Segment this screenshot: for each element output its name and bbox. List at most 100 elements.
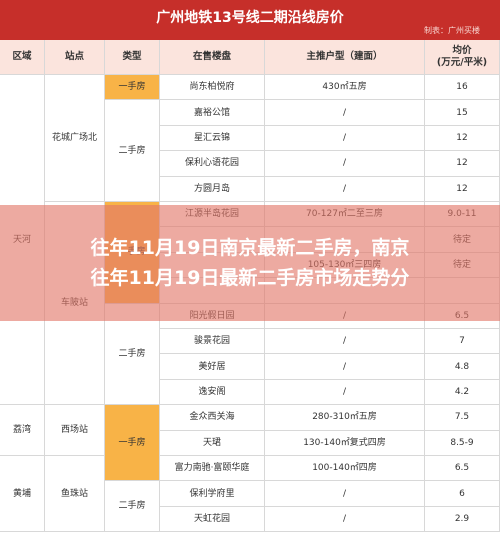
estate: 保利心语花园 (160, 151, 265, 177)
station-text: 鱼珠站 (60, 488, 88, 499)
estate: 天珺 (160, 430, 265, 456)
column-header-text: 类型 (122, 51, 142, 62)
price-text: 4.8 (454, 361, 470, 372)
estate-text: 富力南驰·富颐华庭 (174, 463, 250, 474)
station: 西场站 (45, 405, 105, 456)
type-text: 二手房 (118, 501, 146, 512)
plan: / (265, 151, 425, 177)
column-header: 主推户型（建面） (265, 40, 425, 75)
price-text: 6 (459, 488, 465, 499)
estate-text: 美好居 (198, 361, 226, 372)
column-header: 区域 (0, 40, 45, 75)
estate-text: 尚东柏悦府 (189, 82, 235, 93)
estate-text: 金众西关海 (189, 412, 235, 423)
price: 4.2 (425, 379, 500, 406)
district: 荔湾 (0, 405, 45, 456)
type: 一手房 (105, 75, 160, 101)
estate: 骏景花园 (160, 329, 265, 355)
type: 一手房 (105, 405, 160, 482)
price-text: 7.5 (454, 412, 470, 423)
type: 二手房 (105, 481, 160, 533)
estate-text: 星汇云锦 (193, 132, 230, 143)
overlay-line: 往年11月19日南京最新二手房，南京 (90, 237, 410, 259)
estate-text: 天珺 (202, 437, 221, 448)
title: 广州地铁13号线二期沿线房价 (156, 10, 344, 26)
estate: 富力南驰·富颐华庭 (160, 456, 265, 482)
price: 7 (425, 329, 500, 355)
station-text: 花城广场北 (51, 133, 97, 143)
type-text: 一手房 (118, 82, 146, 93)
estate: 嘉裕公馆 (160, 100, 265, 126)
plan: / (265, 100, 425, 126)
type-text: 一手房 (118, 437, 146, 448)
plan-text: / (342, 158, 347, 169)
price: 12 (425, 125, 500, 152)
district-text: 荔湾 (12, 425, 31, 436)
price-text: 12 (456, 132, 468, 143)
column-header: 类型 (105, 40, 160, 75)
price: 6.5 (425, 456, 500, 482)
overlay: 往年11月19日南京最新二手房，南京 往年11月19日最新二手房市场走势分 (0, 205, 500, 321)
column-header-text: 站点 (64, 51, 84, 62)
price: 4.8 (425, 354, 500, 380)
plan: 280-310㎡五房 (265, 405, 425, 431)
price-unit: (万元/平米) (436, 57, 488, 68)
price-text: 6.5 (454, 463, 470, 474)
plan-text: 100-140㎡四房 (312, 463, 377, 474)
district-text: 黄埔 (12, 488, 31, 499)
plan-text: 430㎡五房 (322, 82, 367, 93)
estate-text: 骏景花园 (193, 336, 230, 347)
plan-text: / (342, 386, 347, 397)
estate: 方圆月岛 (160, 176, 265, 202)
price: 8.5-9 (425, 430, 500, 456)
plan-text: / (342, 132, 347, 143)
plan: / (265, 354, 425, 380)
type-text: 二手房 (118, 348, 146, 359)
plan-text: / (342, 107, 347, 118)
column-header-text: 均价 (452, 45, 472, 56)
type: 二手房 (105, 100, 160, 202)
price: 12 (425, 151, 500, 177)
plan: / (265, 176, 425, 202)
estate: 美好居 (160, 354, 265, 380)
plan-text: 280-310㎡五房 (312, 412, 377, 423)
estate: 金众西关海 (160, 405, 265, 431)
price: 16 (425, 75, 500, 101)
column-header-text: 在售楼盘 (192, 51, 231, 62)
estate-text: 保利心语花园 (184, 158, 239, 169)
plan: / (265, 506, 425, 533)
price-text: 2.9 (454, 513, 470, 524)
plan-text: / (342, 183, 347, 194)
price: 15 (425, 100, 500, 126)
estate: 天虹花园 (160, 506, 265, 533)
plan: / (265, 481, 425, 507)
price: 6 (425, 481, 500, 507)
type-text: 二手房 (118, 145, 146, 156)
price-text: 4.2 (454, 386, 470, 397)
estate-text: 逸安阁 (198, 386, 226, 397)
price-text: 12 (456, 158, 468, 169)
plan: / (265, 125, 425, 152)
overlay-line: 往年11月19日最新二手房市场走势分 (90, 267, 410, 289)
plan: 430㎡五房 (265, 75, 425, 101)
plan-text: / (342, 488, 347, 499)
station: 鱼珠站 (45, 456, 105, 533)
column-header-text: 区域 (12, 51, 32, 62)
plan-text: 130-140㎡复式四房 (303, 437, 386, 448)
plan-text: / (342, 513, 347, 524)
column-header-text: 主推户型（建面） (306, 51, 383, 62)
estate: 逸安阁 (160, 379, 265, 406)
estate-text: 天虹花园 (193, 513, 230, 524)
station: 花城广场北 (45, 75, 105, 202)
price-text: 8.5-9 (450, 437, 474, 448)
estate-text: 嘉裕公馆 (193, 107, 230, 118)
price-text: 7 (459, 336, 465, 347)
station-text: 西场站 (60, 425, 88, 436)
price: 7.5 (425, 405, 500, 431)
header: 广州地铁13号线二期沿线房价 制表：广州买楼 (0, 0, 500, 40)
price-text: 15 (456, 107, 468, 118)
estate-text: 方圆月岛 (193, 183, 230, 194)
price-text: 12 (456, 183, 468, 194)
plan-text: / (342, 361, 347, 372)
